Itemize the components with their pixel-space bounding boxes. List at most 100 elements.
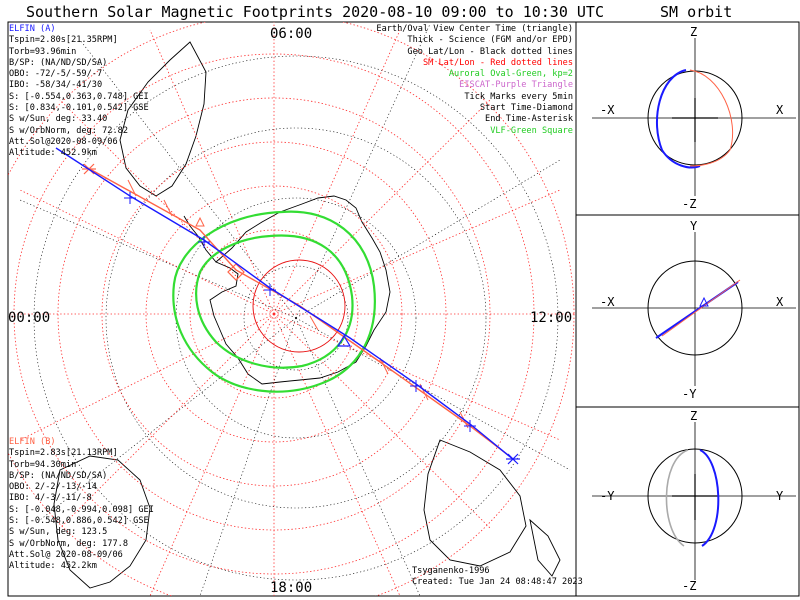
sm-lon-10 [273,29,401,315]
earth-yz [647,448,743,544]
orbit-panel-xy: Y -Y -X X [592,219,796,401]
elfin-b-info-line: S w/Sun, deg: 123.5 [9,527,108,538]
legend-item: EISCAT-Purple Triangle [459,80,573,91]
elfin-a-center-triangle [336,334,352,347]
geo-lat-2 [175,197,417,439]
xy-right: X [776,295,784,309]
elfin-a-info-line: B/SP: (NA/ND/SD/SA) [9,57,108,68]
elfin-b-info-line: Altitude: 452.2km [9,561,97,572]
elfin-b-info-line: Att.Sol@ 2020-08-09/06 [9,549,123,560]
sm-lon-7 [59,313,275,529]
orbit-b-xy [661,279,741,337]
orbit-b-yz [665,449,689,547]
elfin-b-start-diamond [227,263,245,281]
elfin-a-info-line: S w/Sun, deg: 33.40 [9,114,108,125]
elfin-a-info: ELFIN (A) Tspin=2.80s[21.35RPM] Torb=93.96… [9,24,149,160]
elfin-b-info-line: S: [-0.048,-0.994,0.098] GEI [9,504,154,515]
elfin-b-info: ELFIN (B) Tspin=2.83s[21.13RPM] Torb=94.30… [9,437,154,573]
legend-item: Auroral Oval-Green, kp=2 [448,69,573,80]
mlt-label-left: 00:00 [8,310,50,326]
elfin-a-info-line: S: [-0.554,0.363,0.748] GEI [9,91,149,102]
sm-lon-9 [149,29,275,315]
xy-left: -X [600,295,615,309]
xz-top: Z [690,25,697,39]
legend-item: Thick - Science (FGM and/or EPD) [407,35,573,46]
xz-bottom: -Z [682,197,696,211]
sm-lon-16 [273,313,401,596]
elfin-a-end-asterisk [506,453,520,465]
orbit-panel-yz: Z -Z -Y Y [592,409,796,593]
legend-item: End Time-Asterisk [485,114,573,125]
legend-item: VLF-Green Square [490,125,573,136]
orbit-b-xz [689,69,734,167]
sm-lon-8 [273,313,491,529]
auroral-oval-outer [172,210,376,393]
africa [53,455,151,589]
orbit-a-xz [655,69,701,169]
legend-item: Start Time-Diamond [479,103,573,114]
elfin-a-info-line: S: [0.834,-0.101,0.542] GSE [9,103,149,114]
mlt-label-bottom: 18:00 [270,580,312,596]
legend-item: SM Lat/Lon - Red dotted lines [422,57,573,68]
orbit-panel-xz: Z -Z -X X [592,25,796,211]
chart-title: Southern Solar Magnetic Footprints 2020-… [26,3,604,21]
yz-top: Z [690,409,697,423]
geo-lon-6 [295,317,571,471]
elfin-a-info-line: Att.Sol@2020-08-09/06 [9,136,118,147]
elfin-b-info-line: B/SP: (NA/ND/SD/SA) [9,470,108,481]
orbit-title: SM orbit [660,3,733,21]
elfin-a-track [55,147,520,465]
sm-lon-14 [273,313,561,441]
sm-lat-2 [145,185,403,443]
yz-bottom: -Z [682,579,696,593]
xy-top: Y [690,219,698,233]
legend: Earth/Oval View Center Time (triangle) Th… [376,24,573,137]
xz-left: -X [600,103,615,117]
earth-xy [647,260,743,356]
elfin-b-info-line: S: [-0.548,0.886,0.542] GSE [9,516,149,527]
legend-item: Earth/Oval View Center Time (triangle) [376,24,573,34]
elfin-b-info-line: OBO: 2/-2/-13/-14 [9,482,97,493]
australia [423,439,527,567]
yz-right: Y [776,489,784,503]
elfin-b-center-triangle [195,216,205,227]
sm-lon-12 [273,189,561,315]
geo-lon-4 [199,317,297,596]
geo-lat-3 [105,127,487,509]
sm-pole-circle [252,259,346,353]
xy-bottom: -Y [682,387,697,401]
sm-lon-11 [19,189,275,315]
elfin-a-info-line: Tspin=2.80s[21.35RPM] [9,35,118,46]
elfin-a-info-line: IBO: -58/34/-41/30 [9,80,103,91]
legend-item: Geo Lat/Lon - Black dotted lines [407,46,573,57]
geo-lon-1 [79,39,297,319]
geo-lat-1 [243,265,349,371]
elfin-a-info-line: Torb=93.96min [9,46,77,57]
geo-lat-4 [33,55,559,581]
credits: Tsyganenko-1996 Created: Tue Jan 24 08:48… [412,566,583,589]
elfin-a-path [55,147,515,461]
elfin-b-info-line: IBO: 4/-3/-11/-8 [9,493,92,504]
elfin-b-info-line: Torb=94.30min [9,459,77,470]
mlt-label-right: 12:00 [530,310,572,326]
elfin-b-info-line: S w/OrbNorm, deg: 177.8 [9,538,128,549]
south-america [119,41,207,197]
elfin-b-info-line: ELFIN (B) [9,437,56,447]
geo-lon-5 [295,317,421,596]
elfin-a-info-line: S w/OrbNorm, deg: 72.82 [9,125,128,136]
new-zealand [529,518,561,577]
auroral-oval-inner [195,234,354,369]
sm-lon-13 [19,313,275,441]
yz-left: -Y [600,489,615,503]
elfin-b-info-line: Tspin=2.83s[21.13RPM] [9,448,118,459]
sm-lon-15 [149,313,275,596]
credit-line: Tsyganenko-1996 [412,566,490,576]
elfin-a-info-line: ELFIN (A) [9,24,56,34]
mlt-label-top: 06:00 [270,26,312,42]
geo-lon-3 [39,317,297,521]
geo-lon-7 [295,159,561,319]
elfin-a-ticks [124,192,476,432]
credit-line: Created: Tue Jan 24 08:48:47 2023 [412,577,583,588]
elfin-a-info-line: Altitude: 452.9km [9,148,97,159]
